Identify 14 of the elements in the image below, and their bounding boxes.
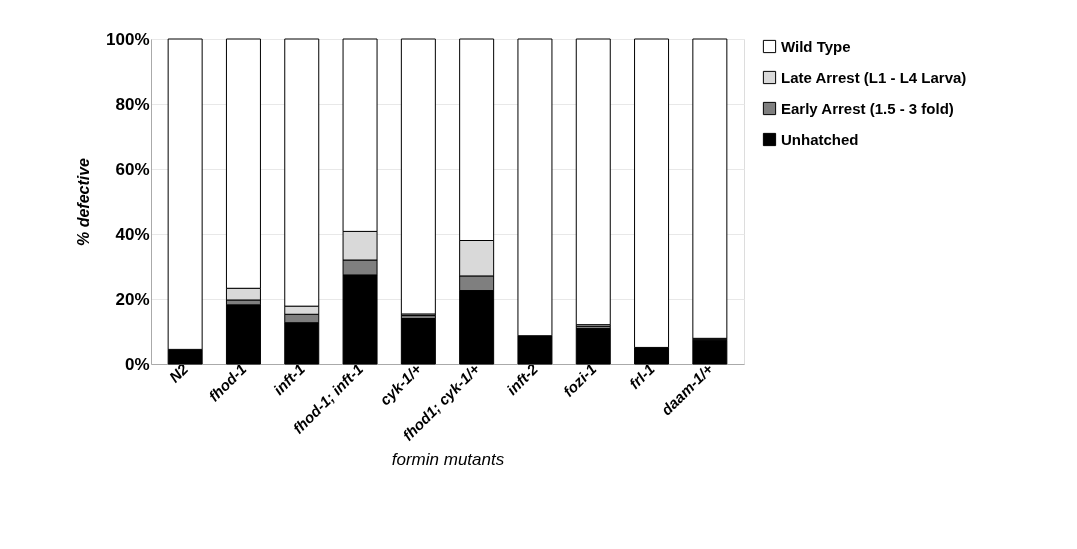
y-tick-label: 0% <box>124 354 150 374</box>
legend-label: Wild Type <box>781 37 851 55</box>
y-tick-label: 80% <box>115 94 150 114</box>
y-axis-title: % defective <box>75 157 93 247</box>
y-tick-label: 20% <box>115 289 150 309</box>
x-tick-label: frl-1 <box>625 360 658 393</box>
y-tick-label: 100% <box>106 29 150 49</box>
y-tick-label: 40% <box>115 224 150 244</box>
x-axis-title: formin mutants <box>391 449 505 469</box>
y-tick-label: 60% <box>115 159 150 179</box>
legend-label: Late Arrest (L1 - L4 Larva) <box>781 68 967 86</box>
legend-label: Early Arrest (1.5 - 3 fold) <box>781 99 954 117</box>
x-tick-label: N2 <box>165 359 192 386</box>
legend-label: Unhatched <box>781 130 859 148</box>
